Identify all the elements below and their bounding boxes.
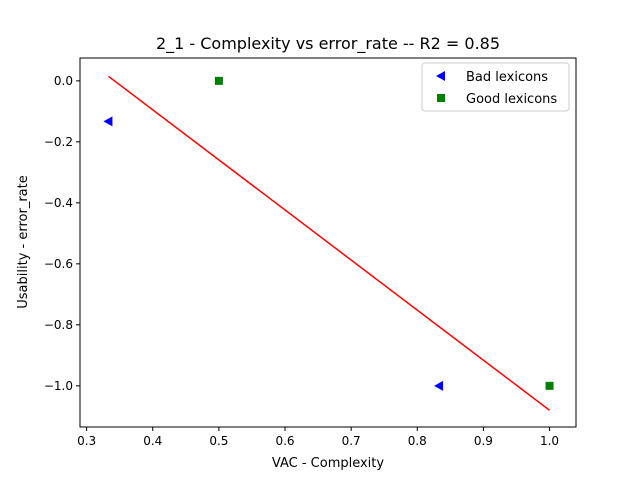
y-tick-label-2: −0.4 — [44, 196, 73, 210]
plot-area: 0.3 0.4 0.5 0.6 0.7 0.8 0.9 1.0 0.0 −0.2 −0.4 −0.6 −… — [44, 57, 577, 448]
y-tick-label-3: −0.6 — [44, 257, 73, 271]
y-tick-label-0: 0.0 — [54, 74, 73, 88]
x-tick-label-4: 0.7 — [342, 434, 361, 448]
x-tick-label-6: 0.9 — [474, 434, 493, 448]
x-tick-label-2: 0.5 — [209, 434, 228, 448]
legend-marker-0 — [436, 71, 445, 81]
chart-title: 2_1 - Complexity vs error_rate -- R2 = 0… — [156, 34, 500, 54]
regression-line — [107, 75, 550, 411]
y-tick-label-1: −0.2 — [44, 135, 73, 149]
legend-label-1: Good lexicons — [466, 92, 557, 107]
data-point-series-1-0 — [214, 76, 223, 85]
legend-label-0: Bad lexicons — [466, 70, 548, 85]
data-point-series-0-0 — [103, 116, 113, 127]
x-tick-label-1: 0.4 — [143, 434, 162, 448]
y-tick-label-5: −1.0 — [44, 379, 73, 393]
data-point-series-0-1 — [434, 380, 444, 391]
data-point-series-1-1 — [545, 381, 554, 390]
x-tick-label-7: 1.0 — [540, 434, 559, 448]
legend: Bad lexicons Good lexicons — [421, 62, 570, 112]
legend-marker-1 — [437, 94, 445, 102]
x-tick-label-5: 0.8 — [408, 434, 427, 448]
x-axis-label: VAC - Complexity — [272, 456, 384, 471]
x-tick-label-3: 0.6 — [275, 434, 294, 448]
legend-box — [421, 62, 570, 112]
x-tick-label-0: 0.3 — [77, 434, 96, 448]
y-tick-label-4: −0.8 — [44, 318, 73, 332]
axes-frame — [79, 57, 577, 428]
y-axis-label: Usability - error_rate — [16, 175, 31, 308]
